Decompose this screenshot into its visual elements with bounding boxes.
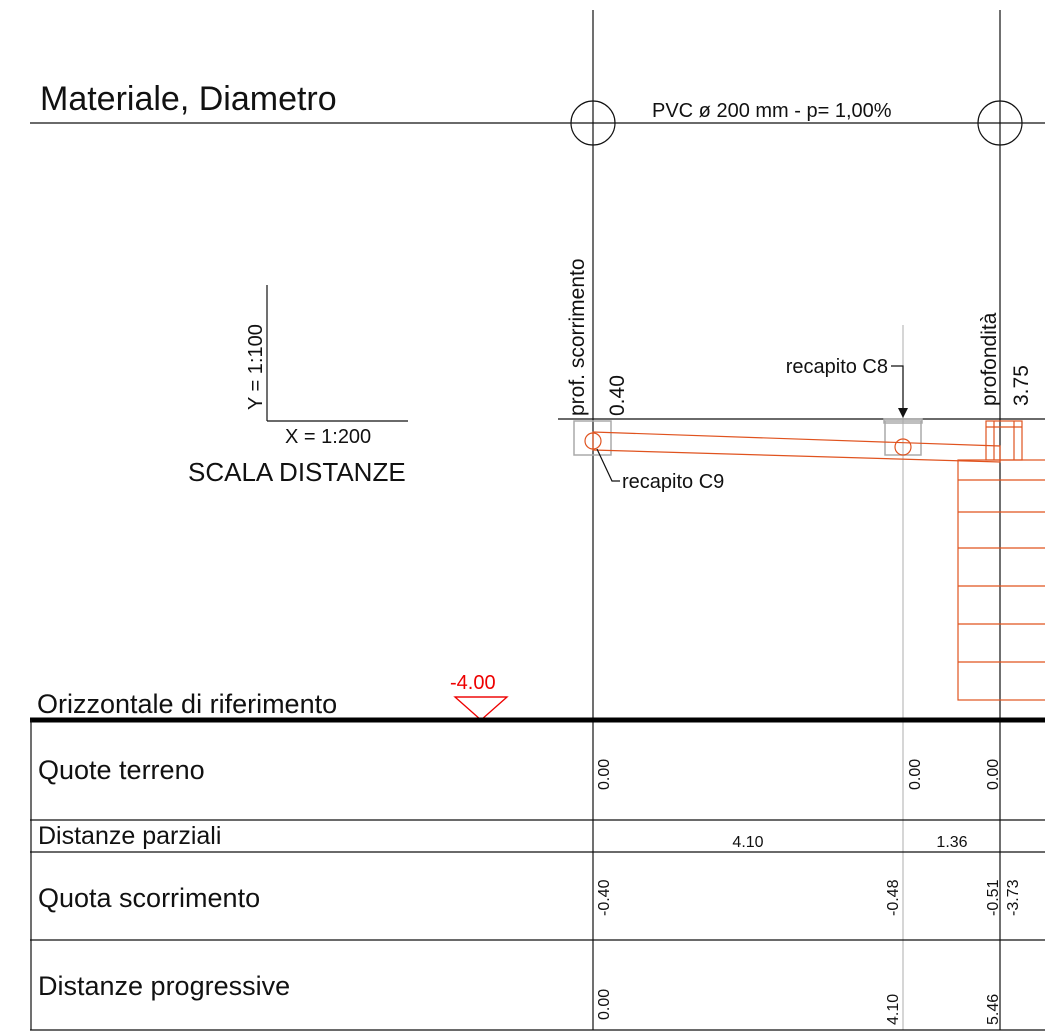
reference-value: -4.00 — [450, 672, 496, 694]
cell: 0.00 — [985, 759, 1002, 790]
scale-label: SCALA DISTANZE — [188, 457, 406, 487]
cell: 1.36 — [936, 834, 967, 851]
row-label: Quote terreno — [38, 755, 205, 785]
scale-x: X = 1:200 — [285, 426, 371, 448]
depth-label: profondità — [978, 312, 1001, 406]
cell: 0.00 — [596, 989, 613, 1020]
cell: -0.48 — [885, 879, 902, 916]
prof-label: prof. scorrimento — [566, 258, 589, 416]
row-label: Distanze progressive — [38, 971, 290, 1001]
cell: 4.10 — [885, 994, 902, 1025]
depth-value: 3.75 — [1010, 365, 1033, 406]
row-label: Distanze parziali — [38, 822, 221, 850]
reference-label: Orizzontale di riferimento — [37, 689, 337, 719]
scale-y: Y = 1:100 — [245, 324, 267, 410]
linework — [30, 10, 1045, 1031]
cell: 4.10 — [732, 834, 763, 851]
node-label: recapito C8 — [786, 356, 888, 378]
cell: -3.73 — [1005, 879, 1022, 916]
cell: -0.40 — [596, 879, 613, 916]
prof-value: 0.40 — [606, 375, 629, 416]
cell: 0.00 — [596, 759, 613, 790]
cell: -0.51 — [985, 879, 1002, 916]
node-label: recapito C9 — [622, 471, 724, 493]
row-label: Quota scorrimento — [38, 883, 260, 913]
title: Materiale, Diametro — [40, 80, 337, 118]
cell: 5.46 — [985, 994, 1002, 1025]
pipe-spec: PVC ø 200 mm - p= 1,00% — [652, 100, 892, 122]
cell: 0.00 — [907, 759, 924, 790]
